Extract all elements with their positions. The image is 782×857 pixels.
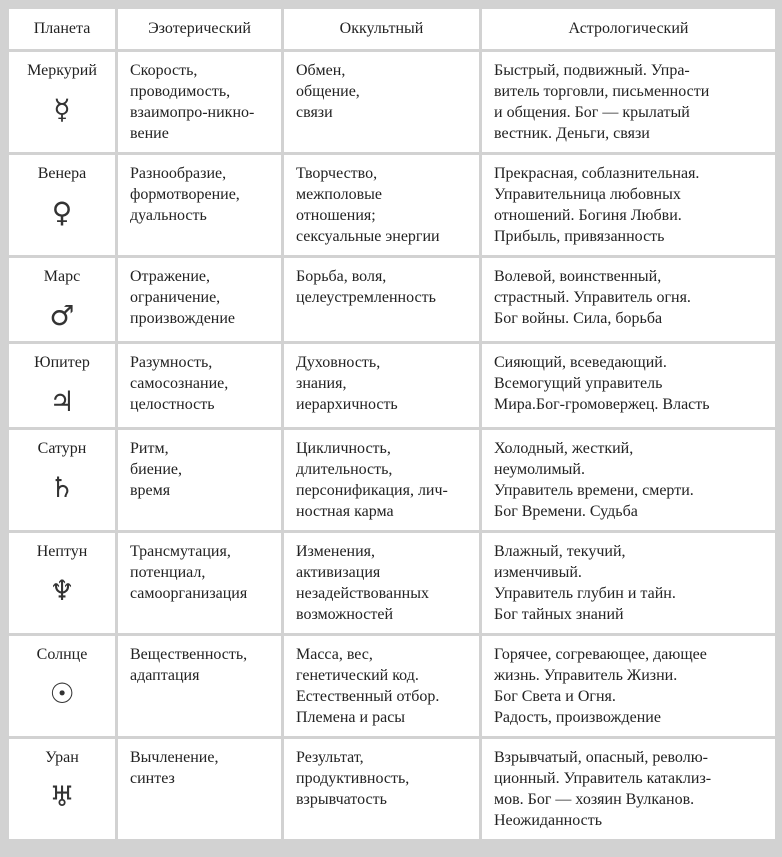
planet-name: Юпитер <box>34 354 90 371</box>
astro-cell: Сияющий, всеведающий. Всемогущий управит… <box>482 344 775 427</box>
occult-cell: Результат, продуктивность, взрывчатость <box>284 739 479 839</box>
planet-name: Нептун <box>36 543 88 560</box>
planet-cell: Юпитер ♃ <box>9 344 115 427</box>
table-row: Уран ♅ Вычленение, синтез Результат, продук… <box>9 739 775 839</box>
planets-table: Планета Эзотерический Оккультный Астроло… <box>6 6 778 842</box>
esoteric-cell: Разумность, самосознание, целостность <box>118 344 281 427</box>
jupiter-symbol-icon: ♃ <box>49 385 75 418</box>
esoteric-cell: Скорость, проводимость, взаимопро-никно-… <box>118 52 281 152</box>
occult-cell: Изменения, активизация незадействованных… <box>284 533 479 633</box>
table-row: Нептун ♆ Трансмутация, потенциал, самоорга… <box>9 533 775 633</box>
planet-name: Уран <box>45 749 79 766</box>
esoteric-cell: Разнообразие, формотворение, дуальность <box>118 155 281 255</box>
header-esoteric: Эзотерический <box>118 9 281 49</box>
saturn-symbol-icon: ♄ <box>49 471 75 504</box>
sun-symbol-icon: ☉ <box>49 677 75 710</box>
esoteric-cell: Отражение, ограничение, произвождение <box>118 258 281 341</box>
planet-name: Сатурн <box>37 440 87 457</box>
planet-cell: Сатурн ♄ <box>9 430 115 530</box>
astro-cell: Горячее, согревающее, дающее жизнь. Упра… <box>482 636 775 736</box>
astro-cell: Влажный, текучий, изменчивый. Управитель… <box>482 533 775 633</box>
planet-name: Марс <box>43 268 81 285</box>
astro-cell: Холодный, жесткий, неумолимый. Управител… <box>482 430 775 530</box>
header-occult: Оккультный <box>284 9 479 49</box>
occult-cell: Духовность, знания, иерархичность <box>284 344 479 427</box>
planet-cell: Уран ♅ <box>9 739 115 839</box>
occult-cell: Творчество, межполовые отношения; сексуа… <box>284 155 479 255</box>
occult-cell: Цикличность, длительность, персонификаци… <box>284 430 479 530</box>
table-row: Солнце ☉ Вещественность, адаптация Масса, в… <box>9 636 775 736</box>
uranus-symbol-icon: ♅ <box>49 780 75 813</box>
table-row: Венера ♀ Разнообразие, формотворение, дуал… <box>9 155 775 255</box>
table-row: Марс ♂ Отражение, ограничение, произвожден… <box>9 258 775 341</box>
mercury-symbol-icon: ☿ <box>53 93 71 126</box>
mars-symbol-icon: ♂ <box>49 299 75 332</box>
table-row: Меркурий ☿ Скорость, проводимость, взаимоп… <box>9 52 775 152</box>
planet-name: Венера <box>37 165 87 182</box>
planet-cell: Меркурий ☿ <box>9 52 115 152</box>
astro-cell: Быстрый, подвижный. Упра- витель торговл… <box>482 52 775 152</box>
planet-cell: Марс ♂ <box>9 258 115 341</box>
table-row: Сатурн ♄ Ритм, биение, время Цикличность, д… <box>9 430 775 530</box>
occult-cell: Борьба, воля, целеустремленность <box>284 258 479 341</box>
planet-cell: Венера ♀ <box>9 155 115 255</box>
esoteric-cell: Трансмутация, потенциал, самоорганизация <box>118 533 281 633</box>
esoteric-cell: Ритм, биение, время <box>118 430 281 530</box>
neptune-symbol-icon: ♆ <box>49 574 75 607</box>
esoteric-cell: Вычленение, синтез <box>118 739 281 839</box>
astro-cell: Волевой, воинственный, страстный. Управи… <box>482 258 775 341</box>
astro-cell: Взрывчатый, опасный, револю- ционный. Уп… <box>482 739 775 839</box>
occult-cell: Масса, вес, генетический код. Естественн… <box>284 636 479 736</box>
esoteric-cell: Вещественность, адаптация <box>118 636 281 736</box>
occult-cell: Обмен, общение, связи <box>284 52 479 152</box>
header-row: Планета Эзотерический Оккультный Астроло… <box>9 9 775 49</box>
planet-cell: Солнце ☉ <box>9 636 115 736</box>
planet-name: Солнце <box>36 646 88 663</box>
header-astrological: Астрологический <box>482 9 775 49</box>
header-planet: Планета <box>9 9 115 49</box>
table-row: Юпитер ♃ Разумность, самосознание, целостн… <box>9 344 775 427</box>
astro-cell: Прекрасная, соблазнительная. Управительн… <box>482 155 775 255</box>
planet-name: Меркурий <box>27 62 97 79</box>
venus-symbol-icon: ♀ <box>51 196 73 229</box>
planet-cell: Нептун ♆ <box>9 533 115 633</box>
